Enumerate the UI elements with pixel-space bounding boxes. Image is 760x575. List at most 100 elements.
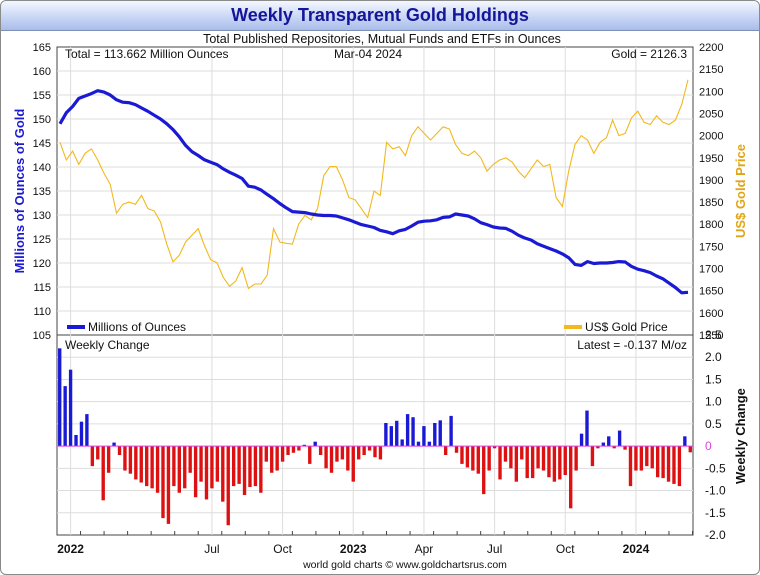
negative-bar bbox=[541, 446, 546, 471]
left-tick-label: 135 bbox=[33, 186, 51, 198]
positive-bar bbox=[58, 348, 62, 447]
negative-bar bbox=[259, 446, 263, 493]
left-tick-label: 150 bbox=[33, 114, 51, 126]
negative-bar bbox=[672, 446, 676, 484]
negative-bar bbox=[270, 446, 274, 473]
negative-bar bbox=[150, 446, 154, 489]
right-axis-ticks: 1600 1650 1700 1750 1800 1850 1900 1950 2000 2050… bbox=[699, 42, 723, 342]
chart-subtitle: Total Published Repositories, Mutual Fun… bbox=[203, 32, 561, 46]
right-tick-label: 1850 bbox=[699, 197, 723, 209]
x-tick-label: 2022 bbox=[57, 542, 84, 556]
change-tick-label: -1.5 bbox=[705, 506, 726, 520]
negative-bar bbox=[188, 446, 192, 473]
negative-bar bbox=[552, 446, 557, 482]
left-axis-title: Millions of Ounces of Gold bbox=[12, 109, 27, 274]
negative-bar bbox=[145, 446, 149, 487]
positive-bar bbox=[112, 442, 116, 447]
negative-bar bbox=[123, 446, 127, 471]
x-tick-label: Apr bbox=[415, 542, 434, 556]
footer-credit: world gold charts © www.goldchartsrus.co… bbox=[302, 559, 507, 571]
negative-bar bbox=[563, 446, 567, 475]
negative-bar bbox=[558, 446, 562, 480]
positive-bar bbox=[384, 423, 388, 447]
right-tick-label: 1650 bbox=[699, 286, 723, 298]
negative-bar bbox=[471, 446, 475, 471]
negative-bar bbox=[688, 446, 692, 453]
negative-bar bbox=[645, 446, 649, 467]
negative-bar bbox=[509, 446, 513, 469]
negative-bar bbox=[264, 446, 268, 462]
right-tick-label: 2150 bbox=[699, 64, 723, 76]
negative-bar bbox=[628, 446, 633, 487]
negative-bar bbox=[117, 446, 122, 455]
positive-bar bbox=[617, 430, 622, 447]
negative-bar bbox=[172, 446, 176, 487]
negative-bar bbox=[677, 446, 682, 487]
change-axis-title: Weekly Change bbox=[733, 388, 748, 484]
positive-bar bbox=[85, 414, 89, 447]
negative-bar bbox=[623, 446, 627, 450]
x-tick-label: 2024 bbox=[623, 542, 650, 556]
positive-bar bbox=[74, 435, 78, 447]
x-tick-label: Jul bbox=[204, 542, 219, 556]
negative-bar bbox=[128, 446, 133, 474]
weekly-change-bars bbox=[58, 348, 692, 526]
negative-bar bbox=[530, 446, 535, 479]
title-bar: Weekly Transparent Gold Holdings bbox=[1, 1, 759, 31]
negative-bar bbox=[639, 446, 644, 471]
negative-bar bbox=[661, 446, 665, 479]
left-axis-ticks: 110 115 120 125 130 135 140 145 150 155 160 165 105 bbox=[33, 42, 51, 342]
negative-bar bbox=[280, 446, 285, 462]
negative-bar bbox=[367, 446, 372, 451]
negative-bar bbox=[596, 446, 600, 449]
positive-bar bbox=[422, 426, 426, 447]
negative-bar bbox=[465, 446, 470, 468]
right-tick-label: 1550 bbox=[699, 330, 723, 342]
negative-bar bbox=[443, 446, 448, 455]
negative-bar bbox=[210, 446, 214, 489]
right-tick-label: 1950 bbox=[699, 153, 723, 165]
positive-bar bbox=[427, 441, 432, 447]
positive-bar bbox=[389, 426, 393, 447]
negative-bar bbox=[324, 446, 328, 469]
negative-bar bbox=[346, 446, 350, 471]
positive-bar bbox=[449, 415, 453, 447]
positive-bar bbox=[438, 420, 442, 447]
negative-bar bbox=[155, 446, 160, 493]
negative-bar bbox=[204, 446, 209, 500]
date-annotation: Mar-04 2024 bbox=[334, 47, 402, 61]
x-tick-label: Jul bbox=[487, 542, 502, 556]
negative-bar bbox=[308, 446, 312, 464]
change-tick-label: -1.0 bbox=[705, 484, 726, 498]
positive-bar bbox=[400, 439, 404, 447]
negative-bar bbox=[199, 446, 203, 482]
positive-bar bbox=[683, 436, 687, 447]
negative-bar bbox=[487, 446, 491, 471]
negative-bar bbox=[351, 446, 355, 482]
right-tick-label: 1900 bbox=[699, 175, 723, 187]
positive-bar bbox=[601, 442, 605, 447]
negative-bar bbox=[139, 446, 143, 483]
gold-price-line bbox=[59, 79, 689, 290]
legend-ounces-label: Millions of Ounces bbox=[88, 320, 186, 334]
left-tick-label: 140 bbox=[33, 162, 51, 174]
change-tick-label: 0.5 bbox=[705, 417, 722, 431]
negative-bar bbox=[329, 446, 334, 473]
latest-annotation: Latest = -0.137 M/oz bbox=[577, 338, 687, 352]
negative-bar bbox=[226, 446, 230, 526]
change-tick-label: 1.0 bbox=[705, 395, 722, 409]
negative-bar bbox=[574, 446, 578, 471]
negative-bar bbox=[634, 446, 638, 471]
x-axis-ticks: 2022 Jul Oct 2023 Apr Jul Oct 2024 bbox=[56, 531, 694, 556]
left-tick-label: 155 bbox=[33, 90, 51, 102]
positive-bar bbox=[395, 420, 399, 447]
change-axis-ticks: -2.0 -1.5 -1.0 -0.5 0 0.5 1.0 1.5 2.0 2.5 bbox=[705, 328, 726, 542]
negative-bar bbox=[590, 446, 595, 467]
negative-bar bbox=[253, 446, 258, 487]
negative-bar bbox=[90, 446, 95, 467]
right-tick-label: 1750 bbox=[699, 241, 723, 253]
negative-bar bbox=[193, 446, 198, 498]
negative-bar bbox=[514, 446, 519, 482]
negative-bar bbox=[161, 446, 165, 519]
